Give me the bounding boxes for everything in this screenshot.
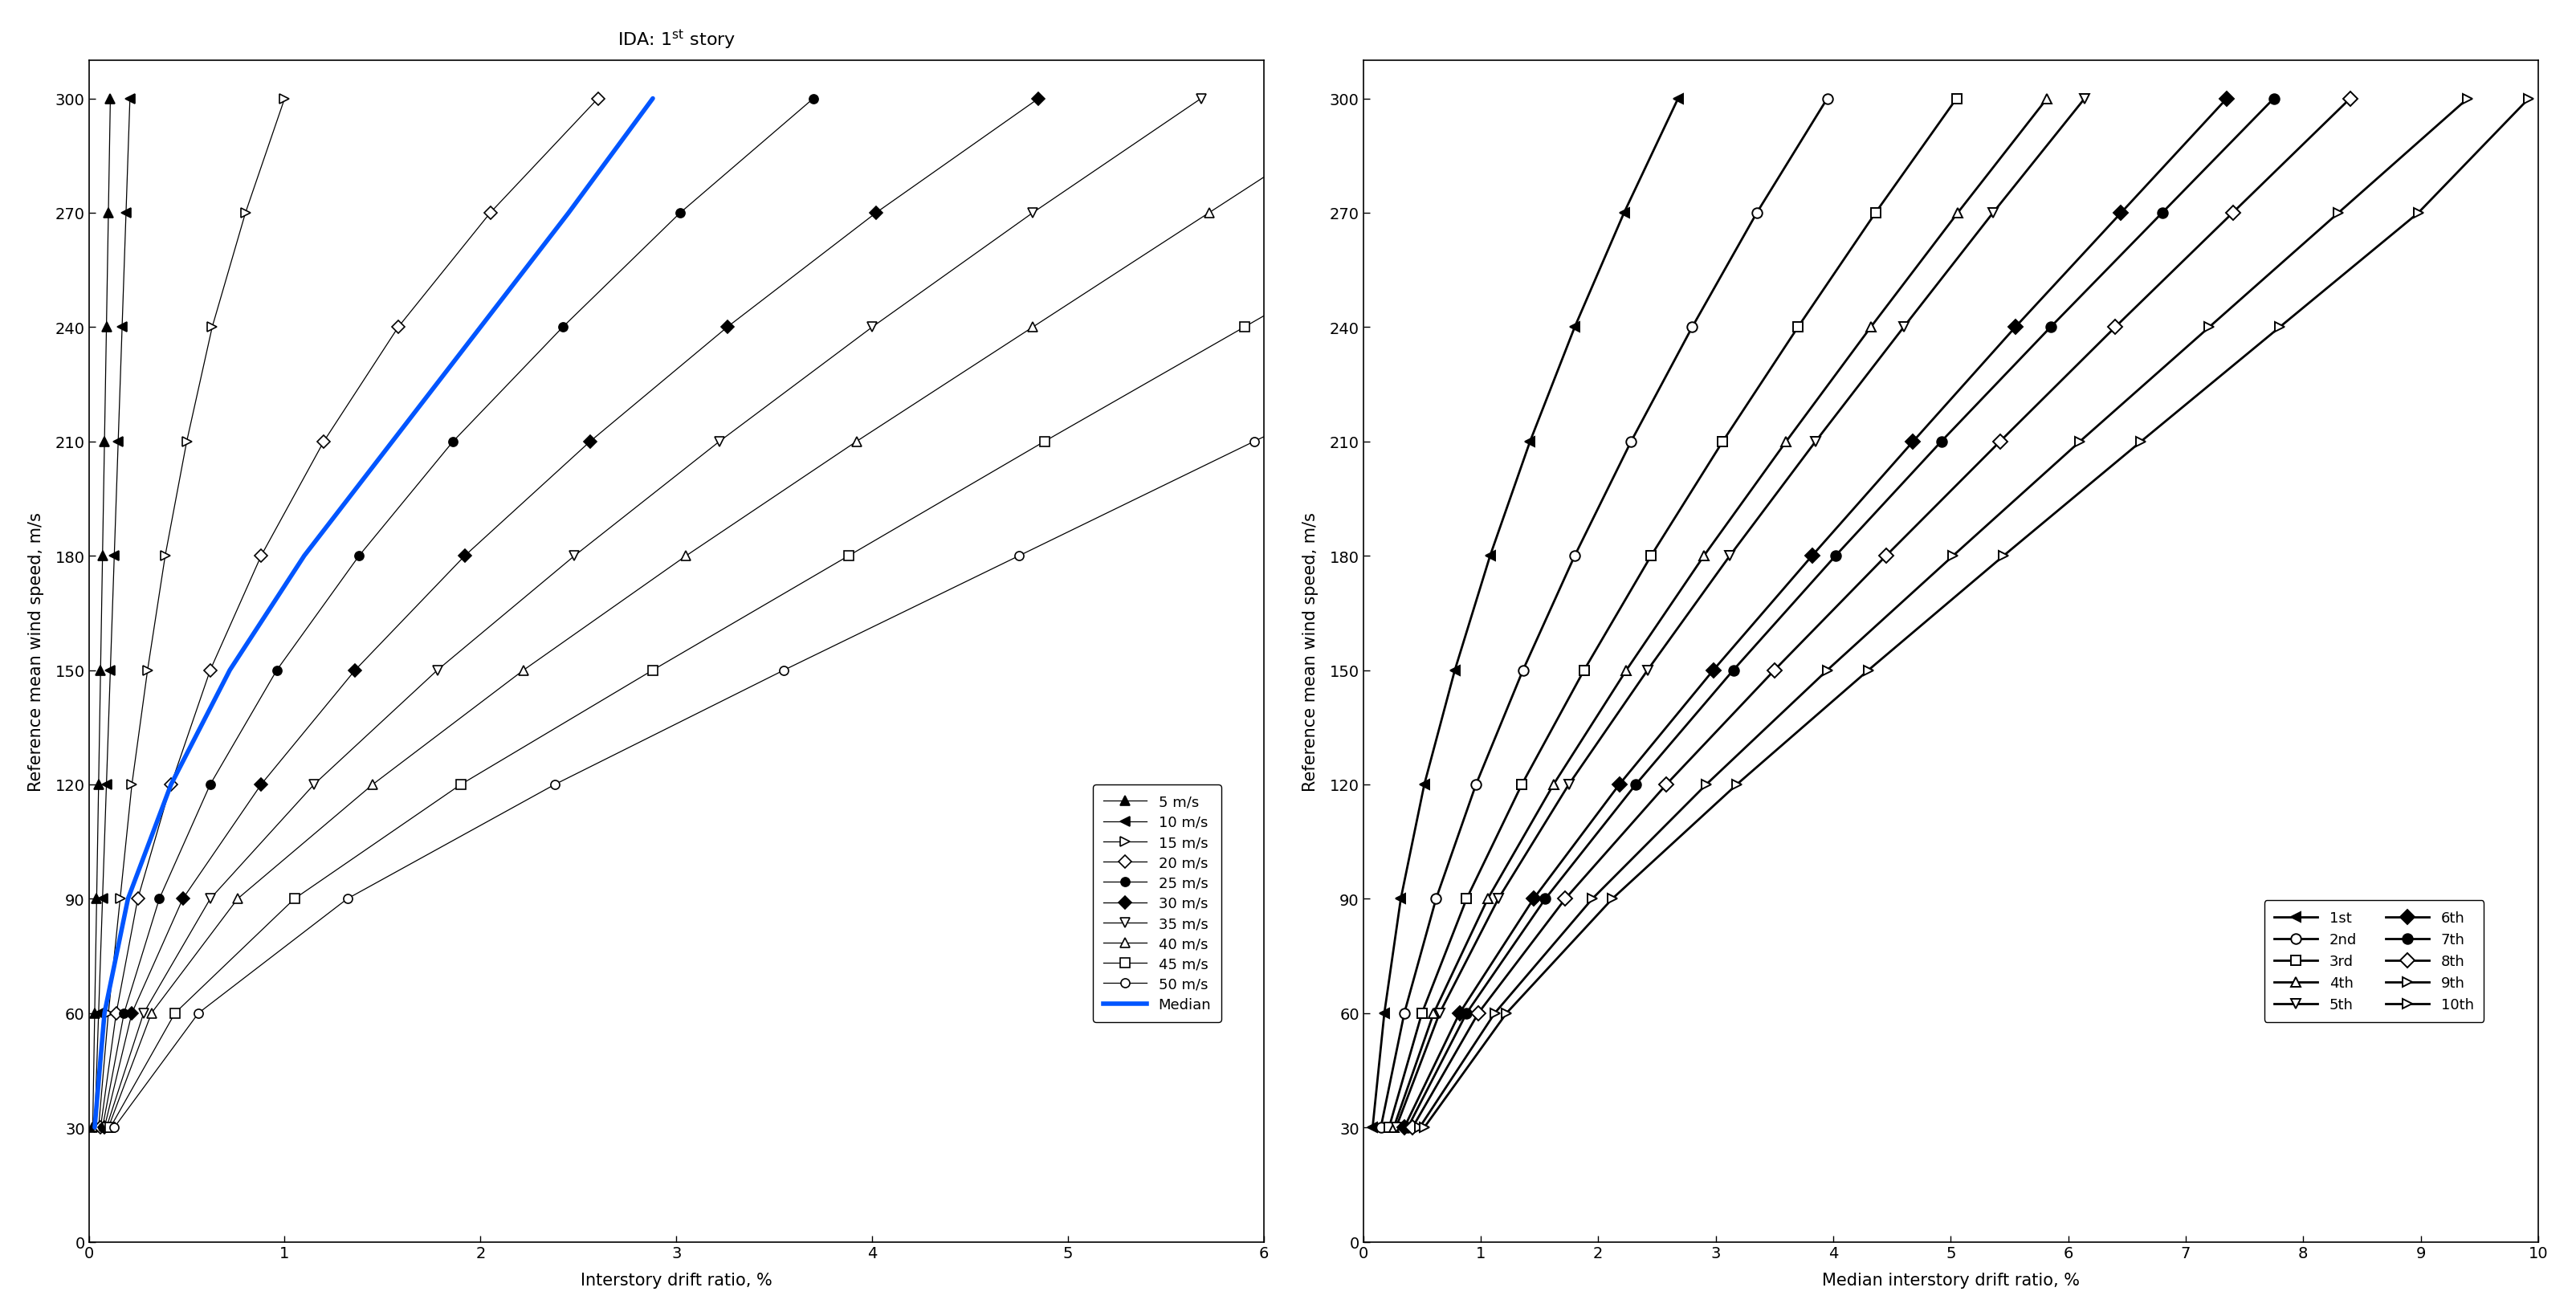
Title: IDA: 1$^{\mathrm{st}}$ story: IDA: 1$^{\mathrm{st}}$ story bbox=[618, 28, 737, 51]
Legend: 1st, 2nd, 3rd, 4th, 5th, 6th, 7th, 8th, 9th, 10th: 1st, 2nd, 3rd, 4th, 5th, 6th, 7th, 8th, … bbox=[2264, 900, 2483, 1023]
Y-axis label: Reference mean wind speed, m/s: Reference mean wind speed, m/s bbox=[28, 512, 44, 791]
Legend: 5 m/s, 10 m/s, 15 m/s, 20 m/s, 25 m/s, 30 m/s, 35 m/s, 40 m/s, 45 m/s, 50 m/s, M: 5 m/s, 10 m/s, 15 m/s, 20 m/s, 25 m/s, 3… bbox=[1092, 784, 1221, 1023]
X-axis label: Median interstory drift ratio, %: Median interstory drift ratio, % bbox=[1821, 1273, 2079, 1288]
Y-axis label: Reference mean wind speed, m/s: Reference mean wind speed, m/s bbox=[1303, 512, 1319, 791]
X-axis label: Interstory drift ratio, %: Interstory drift ratio, % bbox=[580, 1273, 773, 1288]
